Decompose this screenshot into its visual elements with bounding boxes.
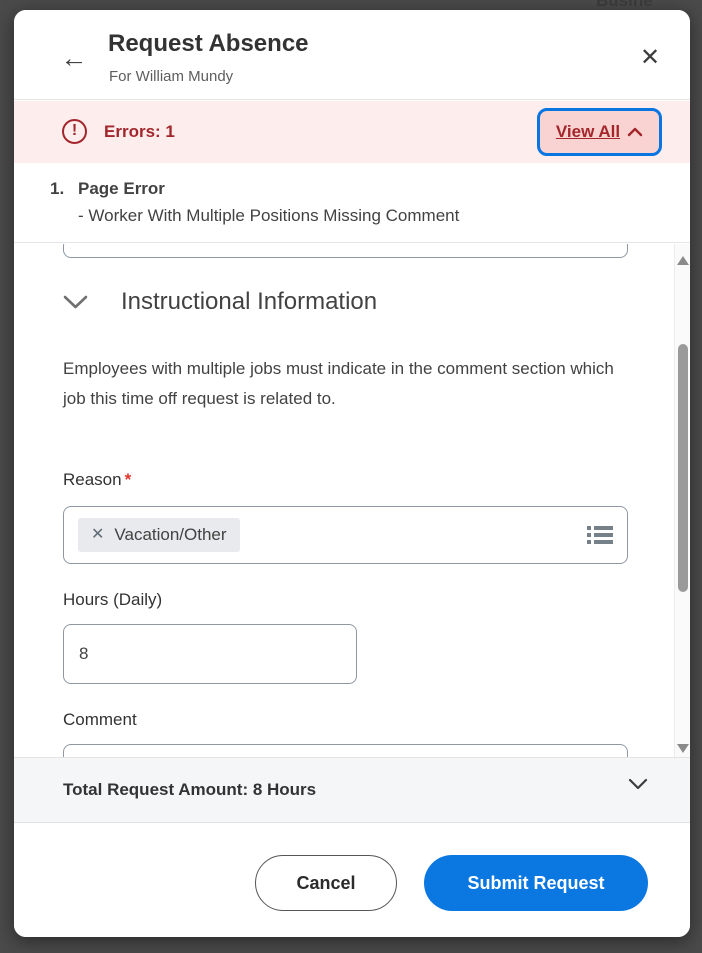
scroll-up-arrow-icon[interactable] (677, 256, 689, 265)
error-banner: ! Errors: 1 View All (14, 101, 690, 163)
scroll-down-arrow-icon[interactable] (677, 744, 689, 753)
comment-textarea[interactable] (63, 744, 628, 757)
view-all-button[interactable]: View All (537, 108, 662, 156)
background-page-text: Busine (582, 0, 702, 9)
error-list: 1. Page Error - Worker With Multiple Pos… (14, 163, 690, 243)
chevron-up-icon (627, 127, 643, 137)
scrollbar-thumb[interactable] (678, 344, 688, 592)
error-item-index: 1. (50, 179, 65, 198)
reason-label: Reason * (63, 470, 132, 489)
request-absence-modal: ← Request Absence For William Mundy ✕ ! … (14, 10, 690, 937)
hours-label: Hours (Daily) (63, 590, 163, 609)
action-button-bar: Cancel Submit Request (14, 824, 690, 937)
back-button[interactable]: ← (56, 40, 92, 76)
error-item-title: Page Error (78, 179, 165, 198)
reason-tag: ✕ Vacation/Other (78, 518, 240, 552)
form-scroll-area: Instructional Information Employees with… (14, 244, 674, 757)
remove-tag-icon[interactable]: ✕ (91, 526, 105, 543)
date-field-partial[interactable] (63, 244, 628, 258)
error-count-label: Errors: 1 (104, 122, 175, 141)
instruction-text: Employees with multiple jobs must indica… (63, 359, 614, 408)
required-marker: * (124, 470, 132, 489)
chevron-down-icon (63, 295, 88, 310)
chevron-down-icon[interactable] (628, 778, 648, 790)
error-list-item: 1. Page Error - Worker With Multiple Pos… (50, 179, 459, 226)
scrollbar[interactable] (674, 244, 690, 757)
section-title: Instructional Information (121, 288, 378, 315)
instructional-information-toggle[interactable]: Instructional Information (63, 288, 377, 316)
reason-multiselect-field[interactable]: ✕ Vacation/Other (63, 506, 628, 564)
page-subtitle: For William Mundy (109, 68, 234, 85)
total-request-bar: Total Request Amount: 8 Hours (14, 757, 690, 823)
comment-label: Comment (63, 710, 137, 729)
close-icon[interactable]: ✕ (632, 40, 668, 76)
submit-request-button[interactable]: Submit Request (424, 855, 648, 911)
cancel-button[interactable]: Cancel (255, 855, 397, 911)
total-request-label: Total Request Amount: 8 Hours (63, 780, 317, 799)
reason-tag-label: Vacation/Other (114, 525, 227, 544)
view-all-label: View All (555, 122, 621, 141)
error-item-detail: - Worker With Multiple Positions Missing… (78, 206, 460, 225)
modal-header: ← Request Absence For William Mundy ✕ (14, 10, 690, 100)
prompt-list-icon[interactable] (587, 524, 613, 546)
hours-input[interactable] (63, 624, 357, 684)
page-title: Request Absence (108, 30, 309, 57)
alert-circle-icon: ! (62, 119, 87, 144)
